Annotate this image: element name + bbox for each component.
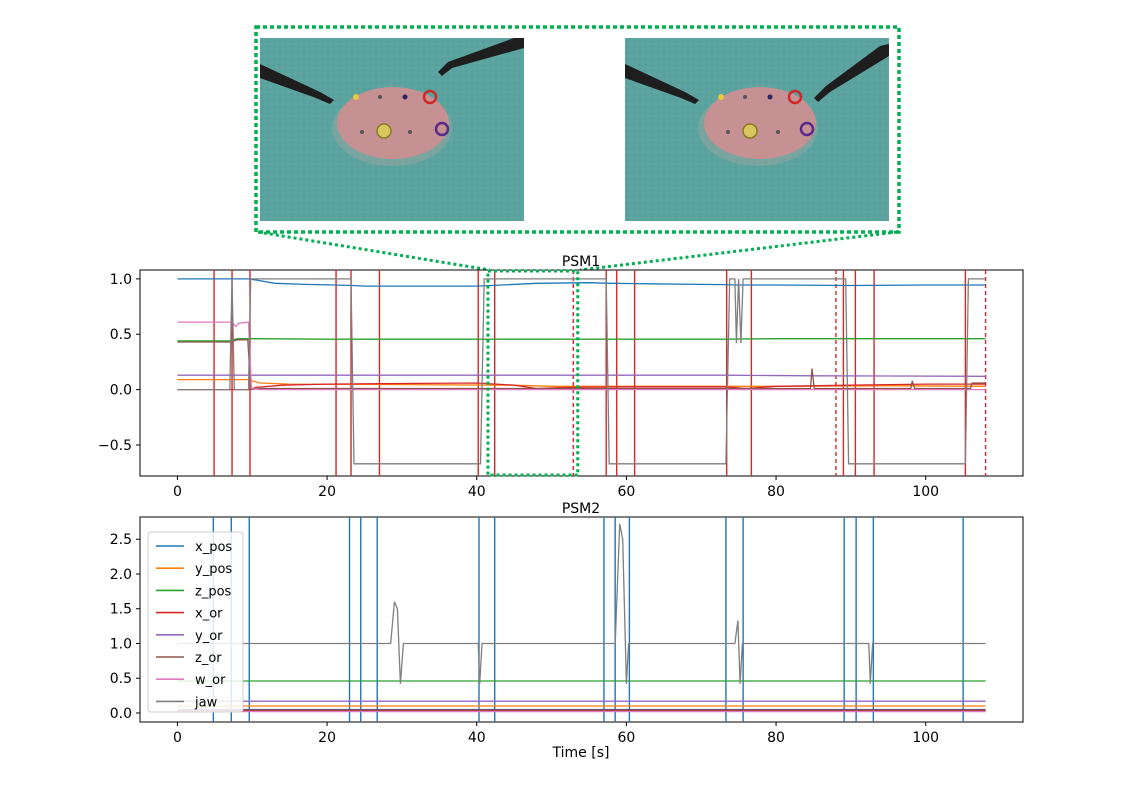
peg-icon [408, 130, 412, 134]
series-line-w-or [177, 321, 986, 391]
peg-icon [767, 94, 773, 100]
y-tick-label: 0.0 [110, 383, 132, 399]
y-tick-label: 2.5 [110, 532, 132, 548]
peg-icon [718, 94, 724, 100]
peg-icon [360, 130, 364, 134]
peg-icon [743, 95, 747, 99]
x-axis: 0 20 40 60 80 100 [173, 722, 939, 746]
x-tick-label: 40 [468, 484, 486, 500]
chart-psm2: PSM2 0 20 40 60 80 100 0.0 0.5 1.0 1.5 2.0 2.5 Tim… [110, 501, 1024, 761]
surgical-tool-left-icon [260, 64, 334, 104]
series-line-y-or [177, 374, 986, 377]
zoom-region [486, 269, 580, 477]
series-line-z-or [177, 339, 986, 391]
zoom-connector-right [579, 230, 898, 272]
x-tick-label: 100 [912, 730, 939, 746]
surgical-tool-right-icon [438, 38, 524, 76]
peg-board-disk [704, 87, 816, 159]
plot-frame [139, 516, 1024, 723]
y-tick-label: 2.0 [110, 567, 132, 583]
surgical-tool-right-icon [814, 44, 889, 102]
zoom-inset [254, 25, 901, 272]
purple-ring-icon [799, 121, 815, 137]
y-tick-label: 0.5 [110, 327, 132, 343]
red-ring-icon [422, 89, 438, 105]
x-tick-label: 60 [617, 484, 635, 500]
peg-icon [726, 130, 730, 134]
yellow-ring-icon [376, 123, 392, 139]
legend-label: z_pos [195, 584, 232, 599]
x-tick-label: 20 [318, 730, 336, 746]
peg-icon [353, 94, 359, 100]
series-lines [177, 278, 986, 465]
x-tick-label: 80 [767, 484, 785, 500]
y-tick-label: 1.5 [110, 602, 132, 618]
camera-frame-left [260, 38, 524, 221]
legend-label: x_or [195, 607, 223, 622]
x-tick-label: 0 [173, 730, 182, 746]
legend-label: z_or [195, 651, 222, 666]
x-tick-label: 40 [468, 730, 486, 746]
legend-label: y_pos [195, 562, 232, 577]
legend-label: y_or [195, 629, 223, 644]
legend-label: jaw [194, 695, 218, 710]
x-tick-label: 100 [912, 484, 939, 500]
x-tick-label: 0 [173, 484, 182, 500]
y-axis: 0.0 0.5 1.0 1.5 2.0 2.5 [110, 532, 140, 722]
plot-frame [139, 269, 1024, 477]
chart-title: PSM1 [562, 254, 600, 270]
x-tick-label: 60 [617, 730, 635, 746]
camera-frame-right [625, 38, 889, 221]
peg-icon [378, 95, 382, 99]
x-axis: 0 20 40 60 80 100 [173, 476, 939, 500]
series-line-x-pos [177, 278, 986, 287]
x-axis-label: Time [s] [552, 745, 610, 761]
peg-icon [402, 94, 408, 100]
series-line-jaw [177, 523, 986, 684]
series-line-z-pos [177, 338, 986, 342]
zoom-connector-left [257, 230, 491, 272]
surgical-tool-left-icon [625, 64, 699, 104]
red-ring-icon [787, 89, 803, 105]
zoom-region-box [486, 269, 580, 477]
y-tick-label: 0.0 [110, 706, 132, 722]
x-tick-label: 80 [767, 730, 785, 746]
yellow-ring-icon [742, 123, 758, 139]
y-axis: 1.0 0.5 0.0 −0.5 [98, 272, 140, 454]
peg-board-disk [337, 87, 449, 159]
chart-title: PSM2 [562, 501, 600, 517]
y-tick-label: 1.0 [110, 636, 132, 652]
event-lines [212, 517, 964, 722]
y-tick-label: 1.0 [110, 272, 132, 288]
x-tick-label: 20 [318, 484, 336, 500]
purple-ring-icon [434, 121, 450, 137]
legend-box [147, 531, 244, 713]
chart-psm1: PSM1 0 20 40 60 80 100 1.0 0.5 0.0 −0.5 [98, 254, 1024, 500]
series-lines [177, 523, 986, 713]
zoom-inset-border [254, 25, 901, 234]
legend-label: w_or [195, 673, 226, 688]
y-tick-label: −0.5 [98, 438, 132, 454]
series-line-jaw [177, 278, 986, 465]
legend-label: x_pos [195, 540, 232, 555]
y-tick-label: 0.5 [110, 671, 132, 687]
peg-icon [776, 130, 780, 134]
